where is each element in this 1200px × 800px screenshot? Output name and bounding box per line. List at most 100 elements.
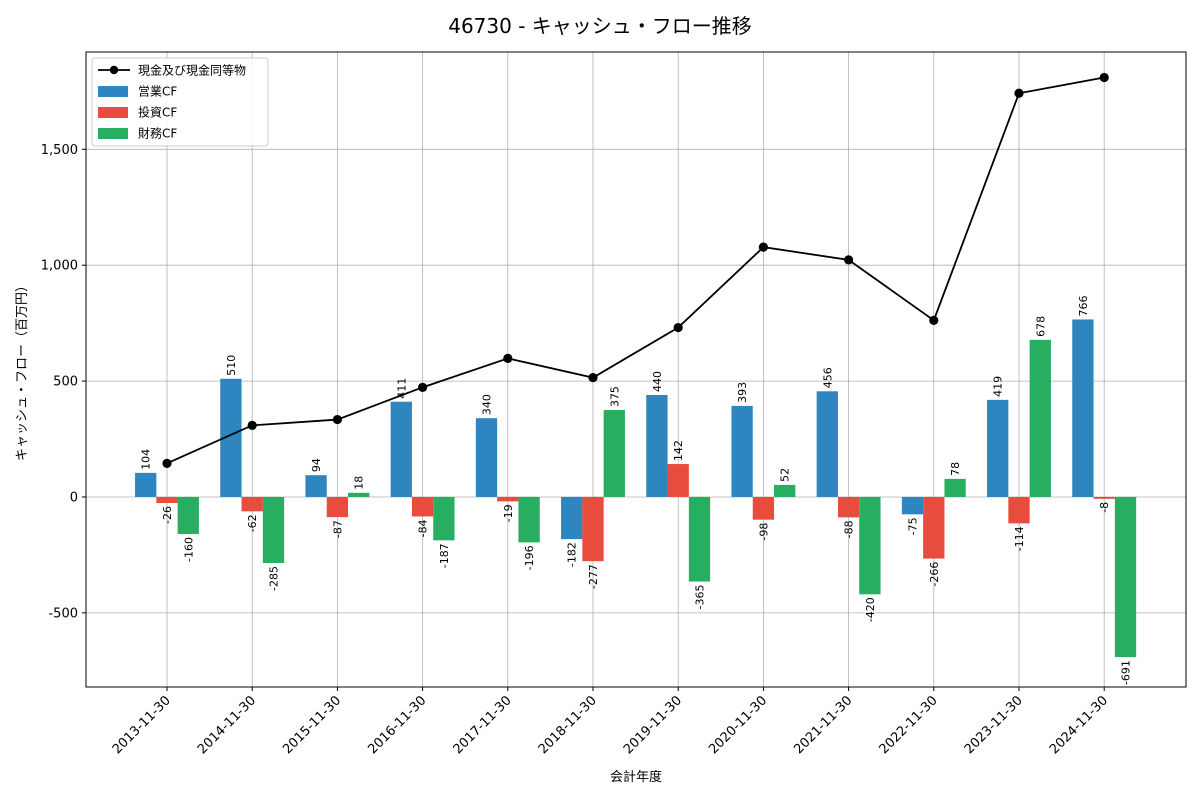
- x-tick-label: 2018-11-30: [536, 693, 600, 757]
- bar: [135, 472, 157, 497]
- bar-value-label: -277: [587, 564, 600, 589]
- x-tick-label: 2017-11-30: [451, 693, 515, 757]
- bar-value-label: 440: [651, 371, 664, 392]
- bar: [752, 496, 775, 520]
- cash-point: [1014, 88, 1024, 98]
- legend-swatch: [98, 128, 128, 139]
- bar-value-label: 52: [779, 468, 792, 482]
- y-tick-label: 0: [70, 490, 78, 505]
- bar-value-label: 678: [1034, 316, 1047, 337]
- bar-value-label: 104: [140, 449, 153, 470]
- x-tick-label: 2016-11-30: [365, 693, 429, 757]
- x-tick-label: 2014-11-30: [195, 693, 259, 757]
- bar-value-label: 393: [736, 382, 749, 403]
- cash-point: [673, 322, 683, 333]
- cash-point: [162, 458, 172, 468]
- bars-layer: [135, 319, 1137, 658]
- x-axis-ticks: 2013-11-30 2014-11-30 2015-11-30 2016-11-30…: [110, 687, 1111, 757]
- bar: [156, 496, 178, 503]
- bar-value-label: -691: [1120, 660, 1133, 685]
- cash-point: [844, 255, 854, 265]
- bar: [667, 464, 689, 497]
- bar-value-label: 375: [608, 386, 621, 407]
- bar: [901, 496, 924, 515]
- bar-value-label: -98: [757, 523, 770, 541]
- bar-value-label: -19: [502, 504, 515, 522]
- cash-point: [758, 242, 769, 252]
- x-tick-label: 2020-11-30: [706, 693, 770, 757]
- bar: [837, 496, 860, 518]
- bar: [774, 484, 796, 497]
- x-tick-label: 2022-11-30: [877, 693, 941, 757]
- bar-value-label: 411: [395, 378, 408, 399]
- y-axis-ticks: -500 0 500 1,000 1,500: [41, 143, 86, 621]
- legend-label: 投資CF: [138, 105, 177, 120]
- grid-layer: [86, 52, 1186, 687]
- bar-value-label: -84: [417, 519, 430, 537]
- x-tick-label: 2019-11-30: [621, 693, 685, 757]
- cash-point: [418, 382, 428, 392]
- chart-title: 46730 - キャッシュ・フロー推移: [448, 14, 752, 38]
- bar-value-label: -420: [864, 597, 877, 622]
- y-tick-label: 1,500: [41, 143, 78, 158]
- bar: [348, 492, 370, 497]
- line-layer: [162, 72, 1109, 468]
- bar-value-label: -88: [843, 520, 856, 538]
- bar: [497, 496, 519, 502]
- bar: [561, 496, 583, 540]
- y-tick-label: 1,000: [41, 259, 78, 274]
- bar: [944, 478, 966, 497]
- bar-value-label: 456: [821, 367, 834, 388]
- bar-value-label: 142: [672, 440, 685, 461]
- legend-label: 営業CF: [138, 85, 177, 99]
- cash-line: [166, 76, 1105, 465]
- bar: [688, 496, 711, 582]
- bar-value-label: -285: [268, 566, 281, 591]
- bar-value-label: 340: [481, 394, 494, 415]
- bar: [177, 496, 199, 535]
- bar-value-label: 78: [949, 462, 962, 476]
- plot-frame: [85, 51, 1187, 688]
- bar: [433, 496, 455, 541]
- bar-value-label: 94: [310, 458, 323, 472]
- bar: [923, 496, 945, 559]
- legend-label: 現金及び現金同等物: [138, 63, 246, 78]
- bar-value-label: -75: [907, 517, 920, 535]
- y-tick-label: -500: [48, 606, 78, 621]
- bar-value-label: -196: [523, 545, 536, 570]
- bar: [1072, 319, 1094, 497]
- bar-value-label: -266: [928, 562, 941, 587]
- y-axis-title: キャッシュ・フロー（百万円）: [15, 279, 30, 461]
- bar: [390, 401, 412, 497]
- bar: [603, 410, 625, 497]
- bar: [305, 475, 327, 497]
- bar: [1114, 496, 1137, 658]
- bar: [262, 496, 285, 564]
- legend-swatch: [98, 86, 128, 97]
- bar: [411, 496, 434, 517]
- bar-value-label: 18: [353, 476, 366, 490]
- legend-label: 財務CF: [138, 126, 177, 141]
- bar: [220, 378, 242, 497]
- y-tick-label: 500: [53, 375, 78, 390]
- bar-value-label: -8: [1098, 502, 1111, 513]
- bar-labels-layer: 10451094411340-182440393456-75419766-26-…: [140, 295, 1133, 685]
- cash-point: [247, 420, 257, 430]
- bar: [326, 496, 349, 518]
- x-axis-title: 会計年度: [610, 769, 662, 785]
- bar-value-label: -182: [566, 542, 579, 567]
- bar: [518, 496, 540, 543]
- bar: [582, 496, 604, 562]
- bar: [731, 405, 753, 497]
- bar: [1008, 496, 1030, 524]
- legend-box: [91, 57, 269, 147]
- bar-value-label: -62: [246, 514, 259, 532]
- bar-value-label: 510: [225, 355, 238, 376]
- bar-value-label: -114: [1013, 526, 1026, 551]
- bar: [241, 496, 263, 512]
- bar-value-label: -26: [161, 506, 174, 524]
